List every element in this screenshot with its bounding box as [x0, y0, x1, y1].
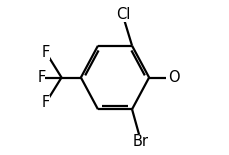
Text: F: F: [42, 45, 50, 60]
Text: F: F: [42, 95, 50, 110]
Text: Cl: Cl: [116, 7, 130, 22]
Text: O: O: [167, 70, 179, 85]
Text: Br: Br: [132, 134, 148, 149]
Text: F: F: [37, 70, 45, 85]
